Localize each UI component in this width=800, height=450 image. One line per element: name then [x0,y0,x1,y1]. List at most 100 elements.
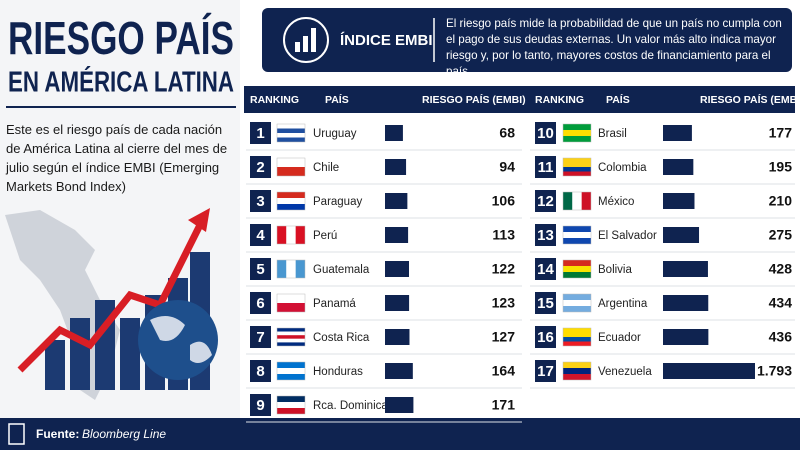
flag-stripe [277,331,305,336]
rank-box [250,326,271,348]
value-label: 94 [499,159,515,175]
bar [663,363,755,379]
rank-box [250,156,271,178]
flag-stripe [277,368,305,374]
flag-stripe [563,341,591,346]
flag-stripe [563,226,591,232]
flag-border [276,191,306,211]
value-label: 123 [492,295,516,311]
rank: 17 [537,363,554,380]
rank: 10 [537,125,554,142]
column-header: RIESGO PAÍS (EMBI) [700,93,800,106]
value-label: 275 [769,227,793,243]
country: Argentina [598,298,648,310]
flag-border [562,157,592,177]
flag-stripe [563,260,591,266]
flag-stripe [277,260,287,278]
column-header: RANKING [250,94,299,106]
flag-border [562,293,592,313]
country: Perú [313,230,337,242]
flag-stripe [277,303,305,312]
value-label: 106 [492,193,516,209]
country: Honduras [313,366,363,378]
rank: 8 [256,363,264,380]
bar [385,193,408,209]
rank-box [535,292,556,314]
flag-stripe [563,332,591,337]
rank: 6 [256,295,264,312]
flag-stripe [286,260,296,278]
rank: 7 [256,329,264,346]
flag-stripe [277,294,305,303]
country: Bolivia [598,264,632,276]
flag-stripe [563,136,591,142]
flag-stripe [277,338,305,343]
country: México [598,196,634,208]
bar [385,329,410,345]
bar [385,159,407,175]
flag-stripe [563,130,591,136]
bar [385,125,403,141]
subtitle: EN AMÉRICA LATINA [8,65,234,99]
rank: 14 [537,261,554,278]
country: Rca. Dominicana [313,400,401,412]
footer [0,418,800,450]
flag-stripe [277,362,305,368]
country: Brasil [598,128,627,140]
rank-box [535,224,556,246]
value-label: 434 [769,295,793,311]
flag-stripe [277,124,305,129]
country: Ecuador [598,332,641,344]
value-label: 113 [492,227,515,243]
flag-stripe [563,272,591,278]
flag-stripe [563,328,591,333]
value-label: 164 [492,363,516,379]
rank: 4 [256,227,265,244]
country: Costa Rica [313,332,370,344]
rank-box [250,292,271,314]
table-header [244,86,795,113]
flag-border [562,225,592,245]
flag-stripe [277,335,305,339]
flag-border [276,327,306,347]
flag-border [276,225,306,245]
bar [663,193,695,209]
bar [385,363,413,379]
country: Colombia [598,162,647,174]
rank-box [535,326,556,348]
rank-box [250,224,271,246]
icon [283,17,329,63]
value-label: 195 [769,159,793,175]
flag-stripe [563,232,591,238]
country: Panamá [313,298,356,310]
source: Bloomberg Line [82,427,166,441]
rank: 13 [537,227,554,244]
flag-stripe [563,337,591,342]
rank-box [250,122,271,144]
flag-stripe [563,300,591,306]
rank: 12 [537,193,554,210]
flag-border [276,361,306,381]
rank: 5 [256,261,264,278]
value-label: 68 [499,125,515,141]
rank-box [250,190,271,212]
icon-bars [295,28,316,52]
flag-stripe [277,408,305,414]
flag-stripe [563,238,591,244]
bar [663,227,700,243]
bar [385,261,409,277]
flag-stripe [277,133,305,138]
flag-stripe [572,192,582,210]
flag-border [276,395,306,415]
flag-stripe [563,171,591,176]
source-label: Fuente: [36,427,79,441]
info-title: ÍNDICE EMBI [340,32,433,49]
flag-border [276,123,306,143]
flag-stripe [563,158,591,163]
country: Uruguay [313,128,357,140]
rank: 1 [256,125,264,142]
rank: 2 [256,159,264,176]
rank: 9 [256,397,264,414]
